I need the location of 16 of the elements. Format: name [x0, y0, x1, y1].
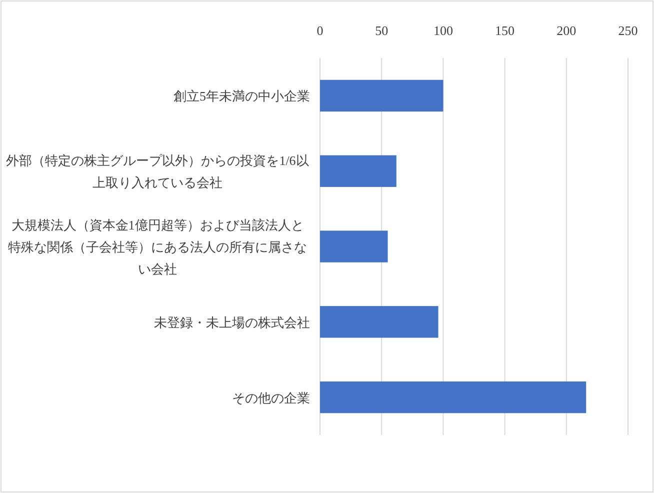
x-tick-label: 200	[556, 23, 576, 38]
x-tick-label: 100	[433, 23, 453, 38]
bar	[320, 381, 586, 414]
x-tick-label: 50	[375, 23, 388, 38]
x-tick-label: 150	[495, 23, 515, 38]
y-tick-label: その他の企業	[232, 390, 310, 406]
y-tick-label: 創立5年未満の中小企業	[174, 88, 310, 104]
x-tick-label: 250	[618, 23, 638, 38]
y-tick-label: 未登録・未上場の株式会社	[154, 314, 310, 330]
x-tick-label: 0	[316, 23, 324, 38]
bar	[320, 306, 438, 338]
y-tick-label: 大規模法人（資本金1億円超等）および当該法人と特殊な関係（子会社等）にある法人の所有に属さない会社	[8, 218, 307, 276]
y-tick-label: 外部（特定の株主グループ以外）からの投資を1/6以上取り入れている会社	[6, 153, 309, 190]
bar	[320, 80, 444, 112]
bar	[320, 230, 388, 262]
bar	[320, 155, 396, 187]
